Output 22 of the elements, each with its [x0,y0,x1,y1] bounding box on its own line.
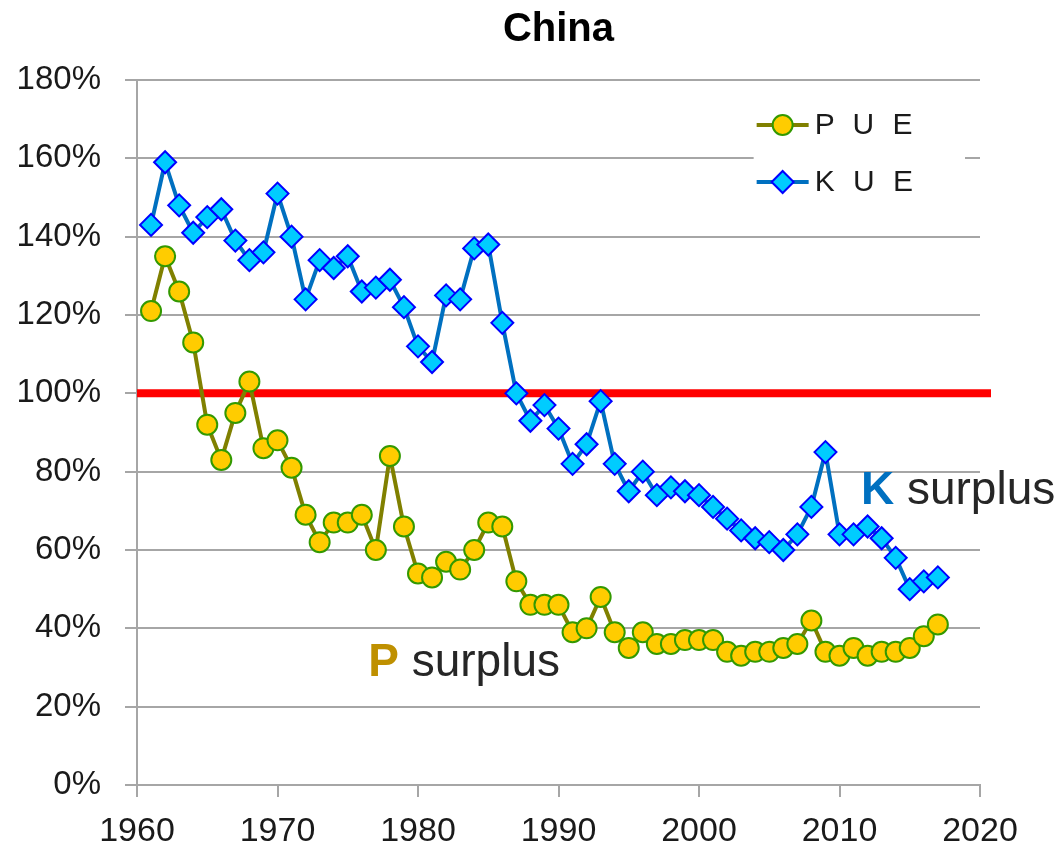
x-tick-label: 1960 [99,809,175,848]
x-tick-label: 1980 [380,809,456,848]
y-tick-label: 100% [16,372,101,410]
y-tick-label: 40% [34,607,101,645]
y-tick-label: 180% [16,59,101,97]
x-tick-label: 2000 [661,809,737,848]
x-tick-label: 2020 [942,809,1018,848]
y-tick-label: 160% [16,137,101,175]
y-tick-label: 140% [16,215,101,253]
legend-label: K U E [814,164,918,198]
chart-title: China [502,5,615,50]
y-tick-label: 0% [53,764,101,802]
x-tick-label: 2010 [801,809,878,848]
x-tick-label: 1990 [520,809,597,848]
annotation: P surplus [368,633,560,686]
y-tick-label: 20% [34,685,101,723]
y-tick-label: 80% [34,450,101,488]
annotation: K surplus [860,462,1056,515]
x-tick-label: 1970 [239,809,316,848]
legend-label: P U E [814,107,918,141]
y-tick-label: 60% [34,529,101,567]
y-tick-label: 120% [16,294,101,332]
